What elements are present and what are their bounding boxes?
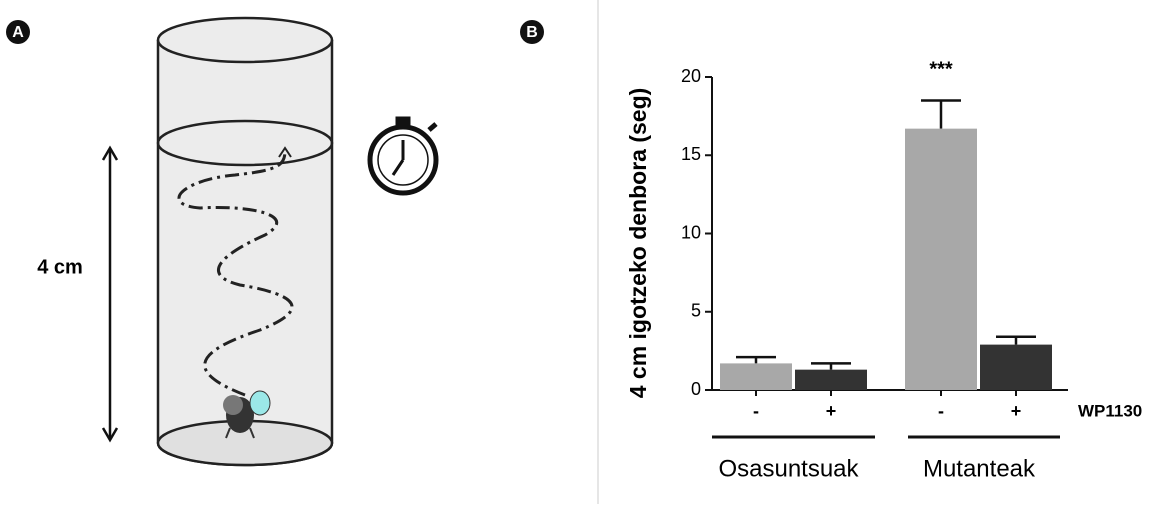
fly-path xyxy=(177,149,294,397)
panel-label: B xyxy=(526,24,538,41)
group-label: Osasuntsuak xyxy=(718,455,859,482)
fly xyxy=(223,390,271,439)
bar xyxy=(905,128,977,390)
bar xyxy=(980,344,1052,390)
x-tick-label: + xyxy=(1011,401,1022,421)
height-label: 4 cm xyxy=(37,256,83,278)
cylinder xyxy=(156,16,334,467)
y-axis-label: 4 cm igotzeko denbora (seg) xyxy=(625,88,651,399)
y-tick-label: 20 xyxy=(681,66,701,86)
treatment-label: WP1130 xyxy=(1078,401,1142,420)
y-tick-label: 5 xyxy=(691,301,701,321)
y-tick-label: 15 xyxy=(681,144,701,164)
panel-badge xyxy=(520,20,544,44)
y-tick-label: 10 xyxy=(681,222,701,242)
bar xyxy=(795,369,867,390)
path-arrowhead xyxy=(278,146,292,158)
stopwatch xyxy=(367,116,439,196)
bar xyxy=(720,363,792,390)
y-tick-label: 0 xyxy=(691,379,701,399)
height-arrow xyxy=(101,145,119,443)
x-tick-label: - xyxy=(753,401,759,421)
group-label: Mutanteak xyxy=(923,455,1036,482)
x-tick-label: + xyxy=(826,401,837,421)
panel-label: A xyxy=(12,24,24,41)
x-tick-label: - xyxy=(938,401,944,421)
panel-badge xyxy=(6,20,30,44)
significance: *** xyxy=(929,58,953,80)
